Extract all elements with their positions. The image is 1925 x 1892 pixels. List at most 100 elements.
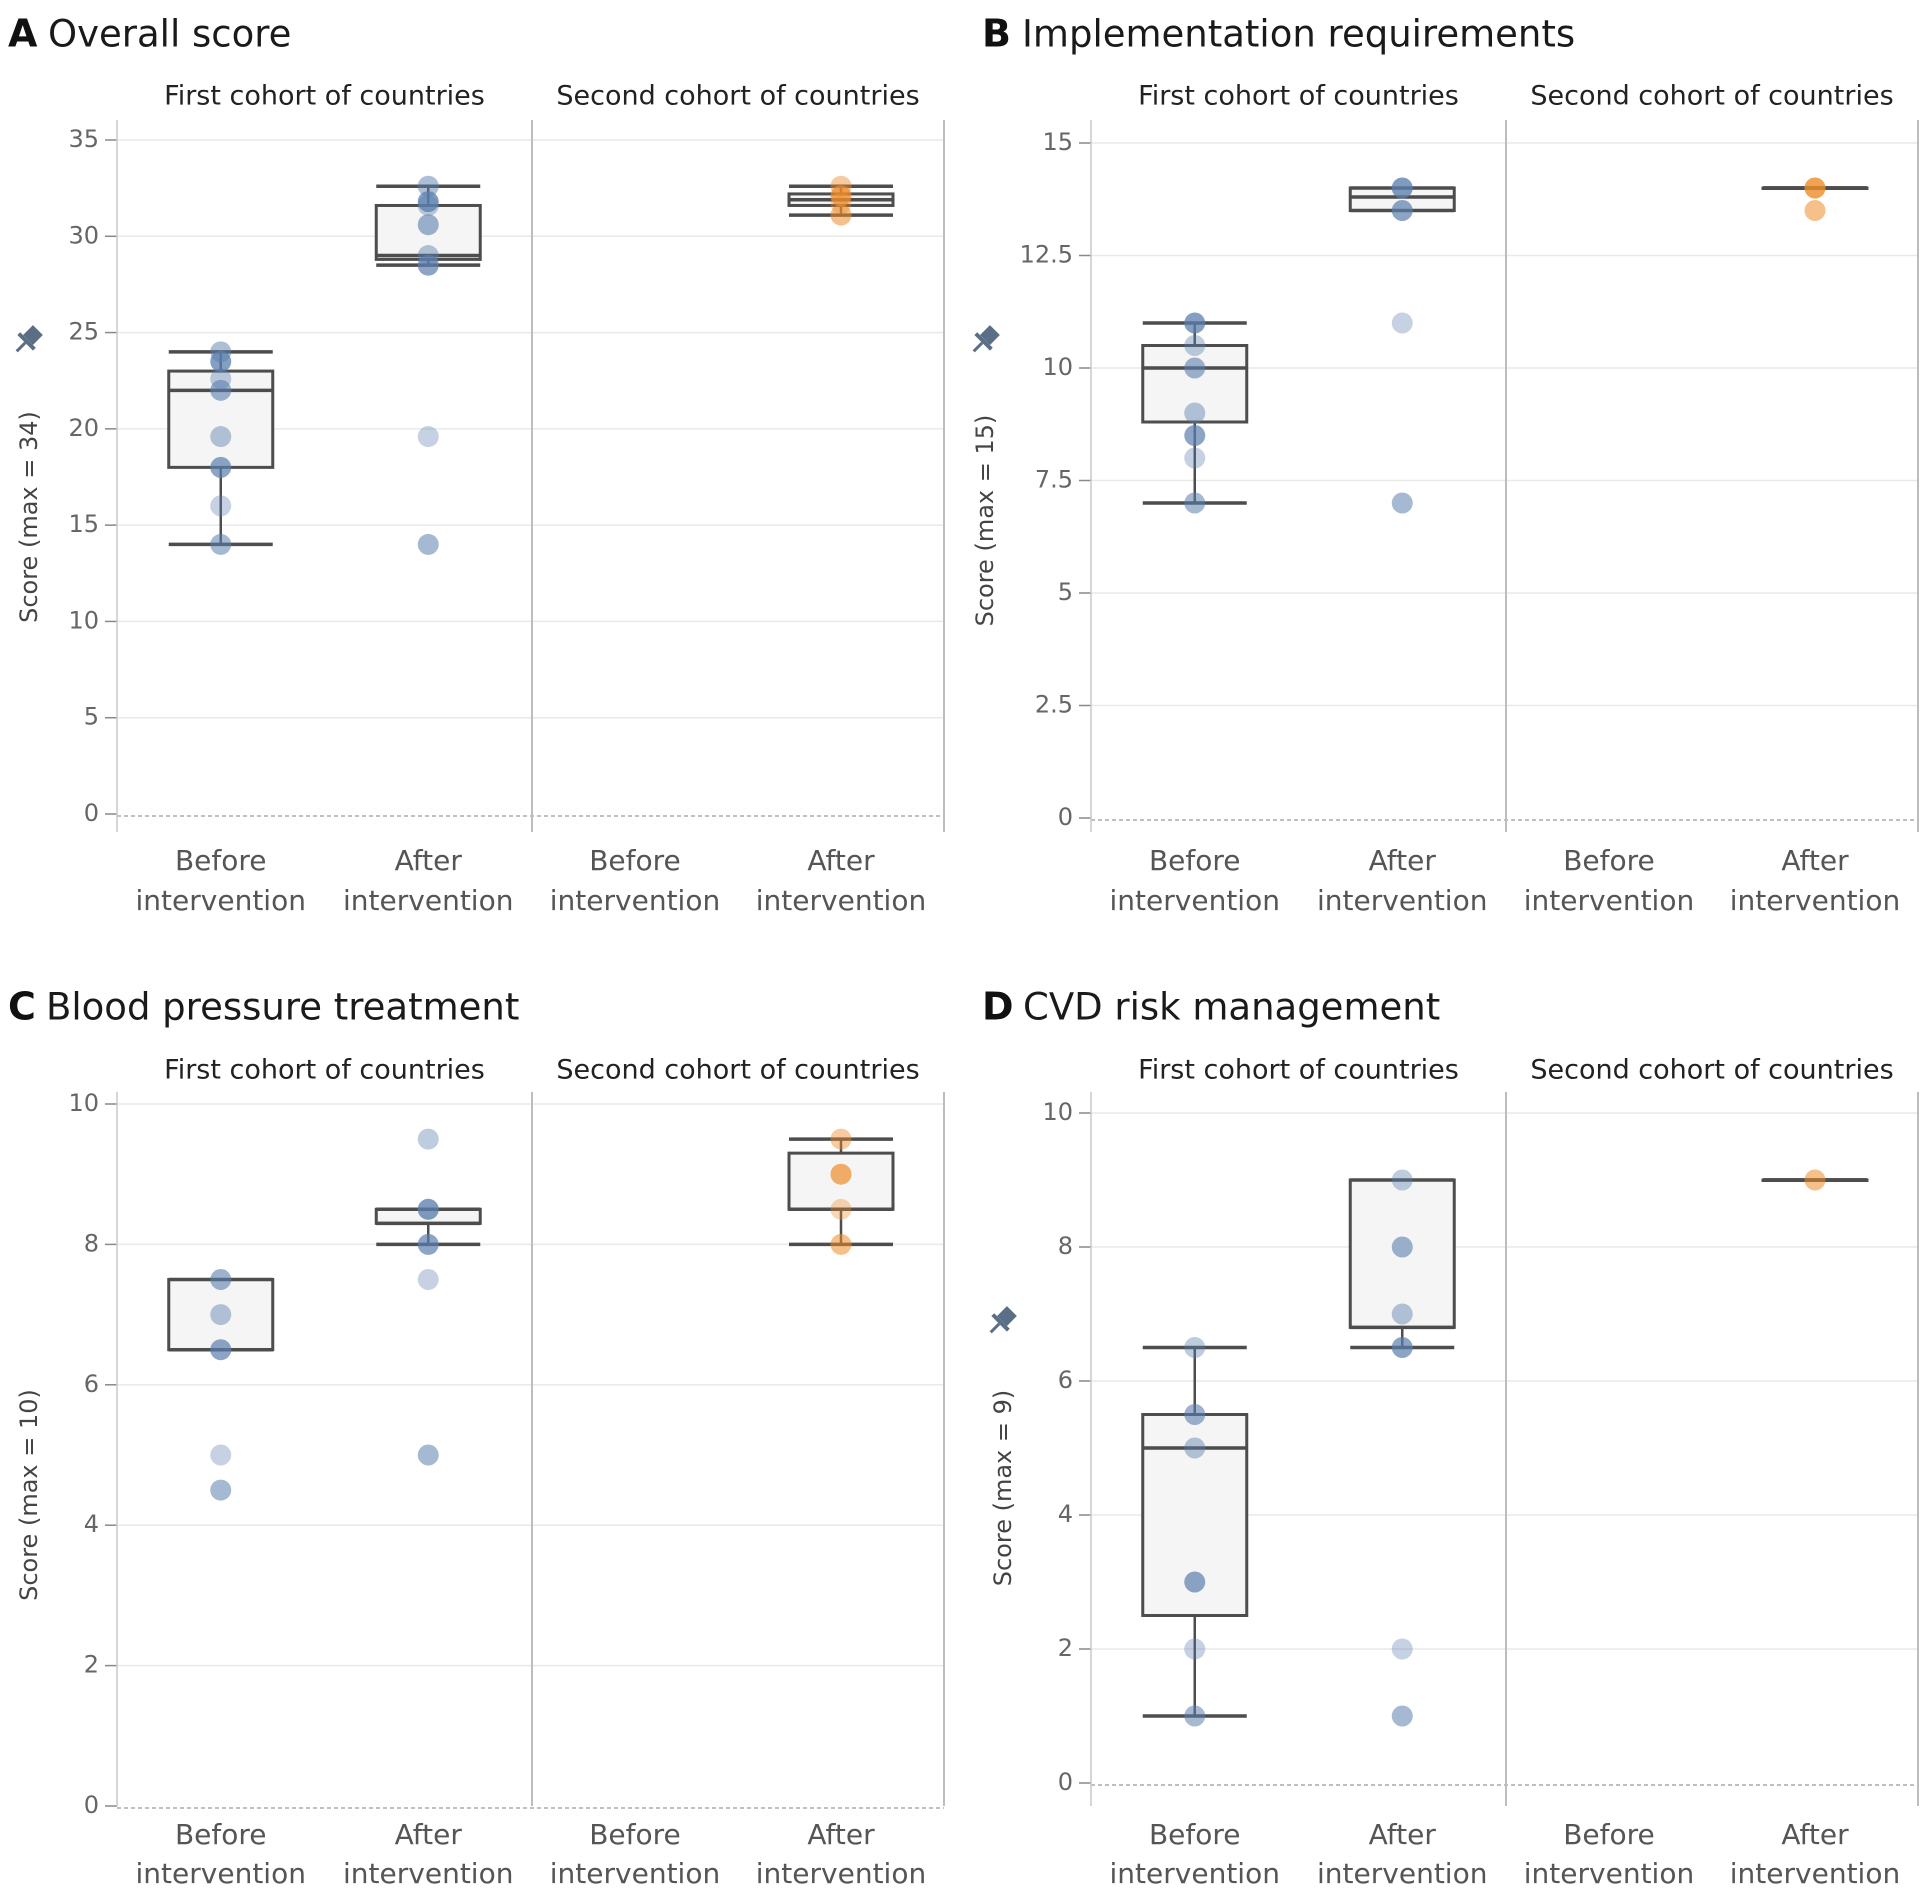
data-point[interactable] bbox=[1391, 312, 1413, 334]
data-point[interactable] bbox=[210, 1269, 232, 1290]
y-tick-label: 0 bbox=[1058, 803, 1073, 831]
data-point[interactable] bbox=[830, 175, 852, 197]
category-label: intervention bbox=[550, 1857, 720, 1890]
data-point[interactable] bbox=[210, 379, 232, 401]
data-point[interactable] bbox=[1184, 312, 1206, 334]
pin-icon[interactable] bbox=[9, 322, 46, 359]
data-point[interactable] bbox=[1391, 1169, 1413, 1191]
data-point[interactable] bbox=[417, 254, 439, 276]
box-group bbox=[1141, 1337, 1249, 1727]
data-point[interactable] bbox=[417, 1233, 439, 1255]
data-point[interactable] bbox=[830, 204, 852, 226]
data-point[interactable] bbox=[210, 341, 232, 363]
data-point[interactable] bbox=[1391, 1638, 1413, 1660]
data-point[interactable] bbox=[1184, 402, 1206, 424]
data-point[interactable] bbox=[1391, 1705, 1413, 1727]
panel-a: A Overall score First cohort of countries S… bbox=[8, 12, 945, 917]
data-point[interactable] bbox=[830, 1233, 852, 1255]
data-point[interactable] bbox=[417, 245, 439, 267]
data-point[interactable] bbox=[210, 1444, 232, 1466]
data-point[interactable] bbox=[1391, 492, 1413, 514]
data-point[interactable] bbox=[210, 368, 232, 390]
data-point[interactable] bbox=[830, 1128, 852, 1150]
data-point[interactable] bbox=[1184, 447, 1206, 469]
data-point[interactable] bbox=[1184, 357, 1206, 379]
data-point[interactable] bbox=[1391, 200, 1413, 221]
panel-letter: A bbox=[8, 12, 38, 56]
y-tick-label: 5 bbox=[1058, 578, 1073, 606]
data-point[interactable] bbox=[1391, 1236, 1413, 1258]
category-label: Before bbox=[1149, 844, 1241, 877]
data-point[interactable] bbox=[1804, 200, 1826, 221]
y-axis-label: Score (max = 34) bbox=[15, 411, 43, 623]
data-point[interactable] bbox=[417, 1444, 439, 1466]
data-point[interactable] bbox=[210, 456, 232, 478]
panel-title: Implementation requirements bbox=[1022, 13, 1575, 56]
box-group bbox=[1141, 312, 1249, 514]
data-point[interactable] bbox=[1184, 1404, 1206, 1425]
box[interactable] bbox=[167, 1278, 275, 1352]
box-group bbox=[1761, 177, 1869, 221]
data-point[interactable] bbox=[1184, 492, 1206, 514]
y-tick-label: 7.5 bbox=[1035, 466, 1073, 494]
category-label: Before bbox=[589, 1818, 681, 1851]
data-point[interactable] bbox=[210, 533, 232, 555]
cohort-label: Second cohort of countries bbox=[1530, 1055, 1893, 1086]
cohort-label: Second cohort of countries bbox=[556, 81, 919, 112]
y-tick-label: 20 bbox=[68, 414, 99, 442]
data-point[interactable] bbox=[830, 1198, 852, 1220]
data-point[interactable] bbox=[210, 495, 232, 517]
data-point[interactable] bbox=[1391, 1303, 1413, 1325]
box-group bbox=[787, 175, 895, 226]
category-label: Before bbox=[1149, 1818, 1241, 1851]
data-point[interactable] bbox=[1391, 1337, 1413, 1358]
pin-collar bbox=[991, 1313, 1010, 1332]
data-point[interactable] bbox=[1184, 1638, 1206, 1660]
data-point[interactable] bbox=[417, 1269, 439, 1290]
data-point[interactable] bbox=[417, 1128, 439, 1150]
data-point[interactable] bbox=[1804, 1169, 1826, 1191]
data-point[interactable] bbox=[830, 185, 852, 207]
pin-needle bbox=[972, 341, 984, 353]
cohort-label: Second cohort of countries bbox=[556, 1055, 919, 1086]
data-point[interactable] bbox=[417, 533, 439, 555]
data-point[interactable] bbox=[417, 1198, 439, 1220]
y-tick-label: 15 bbox=[1042, 128, 1073, 156]
category-label: Before bbox=[175, 844, 267, 877]
data-point[interactable] bbox=[210, 1304, 232, 1326]
panel-title: CVD risk management bbox=[1023, 986, 1440, 1029]
data-point[interactable] bbox=[1184, 1705, 1206, 1727]
data-point[interactable] bbox=[830, 1163, 852, 1185]
y-tick-label: 10 bbox=[1042, 353, 1073, 381]
category-label: intervention bbox=[136, 1857, 306, 1890]
y-tick-label: 4 bbox=[84, 1510, 99, 1538]
pin-icon[interactable] bbox=[966, 322, 1003, 359]
data-point[interactable] bbox=[417, 214, 439, 236]
data-point[interactable] bbox=[210, 1479, 232, 1501]
category-label: intervention bbox=[1317, 1857, 1487, 1890]
y-axis-label: Score (max = 9) bbox=[989, 1390, 1017, 1587]
data-point[interactable] bbox=[1391, 177, 1413, 199]
data-point[interactable] bbox=[417, 175, 439, 197]
pin-icon[interactable] bbox=[983, 1303, 1020, 1340]
y-tick-label: 10 bbox=[1042, 1098, 1073, 1126]
data-point[interactable] bbox=[1184, 425, 1206, 446]
data-point[interactable] bbox=[210, 426, 232, 448]
data-point[interactable] bbox=[210, 1339, 232, 1361]
pin-needle bbox=[989, 1322, 1001, 1334]
category-label: After bbox=[395, 1818, 463, 1851]
data-point[interactable] bbox=[1184, 1437, 1206, 1459]
cohort-label: First cohort of countries bbox=[1138, 81, 1459, 112]
box-group bbox=[374, 1128, 482, 1466]
cohort-label: First cohort of countries bbox=[1138, 1055, 1459, 1086]
data-point[interactable] bbox=[1184, 335, 1206, 356]
data-point[interactable] bbox=[1184, 1337, 1206, 1358]
category-label: intervention bbox=[1730, 1857, 1900, 1890]
data-point[interactable] bbox=[1184, 1571, 1206, 1593]
data-point[interactable] bbox=[417, 426, 439, 448]
data-point[interactable] bbox=[1804, 177, 1826, 199]
data-point[interactable] bbox=[417, 191, 439, 213]
panel-c: C Blood pressure treatment First cohort of… bbox=[8, 985, 945, 1890]
category-label: Before bbox=[1563, 844, 1655, 877]
